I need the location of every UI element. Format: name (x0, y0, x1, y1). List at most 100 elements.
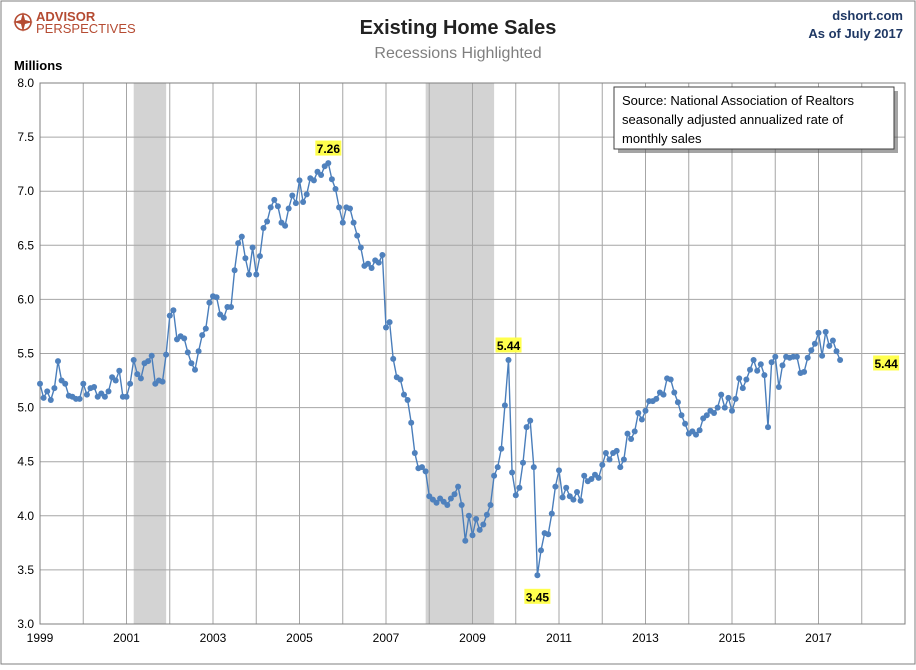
logo-line2: PERSPECTIVES (36, 21, 136, 36)
data-point (166, 312, 173, 319)
y-tick-label: 6.5 (17, 238, 34, 252)
data-point (249, 244, 256, 251)
data-point (494, 464, 501, 471)
source-note-box (613, 86, 895, 150)
data-point (473, 516, 480, 522)
y-tick-label: 7.0 (17, 184, 34, 198)
data-point (501, 402, 508, 409)
data-point (581, 472, 588, 479)
data-point (465, 512, 472, 519)
compass-star-icon (13, 12, 33, 32)
data-point (750, 357, 757, 363)
source-line-1: Source: National Association of Realtors (622, 93, 854, 108)
data-point (408, 419, 415, 426)
data-point (112, 377, 119, 384)
data-point (55, 358, 61, 365)
data-point (444, 502, 451, 508)
data-point (37, 380, 43, 387)
y-tick-label: 7.5 (17, 130, 34, 144)
data-point (516, 484, 523, 491)
data-point (40, 394, 47, 401)
data-point (599, 461, 606, 468)
callout-bg (495, 337, 522, 353)
data-point (80, 380, 87, 387)
data-point (195, 348, 202, 355)
data-point (202, 325, 209, 332)
data-point (559, 494, 566, 501)
data-point (534, 572, 541, 579)
data-point (242, 255, 249, 262)
x-tick-label: 1999 (27, 631, 54, 645)
data-point (76, 395, 83, 402)
data-point (127, 380, 134, 387)
data-point (476, 526, 483, 533)
data-point (246, 271, 252, 278)
data-point (739, 385, 746, 392)
data-point (462, 537, 469, 544)
data-point (563, 484, 570, 491)
data-point (325, 160, 332, 167)
data-point (732, 395, 739, 402)
data-point (602, 450, 609, 456)
data-point (83, 391, 90, 398)
data-point (819, 352, 826, 359)
data-point (574, 489, 580, 495)
data-point (815, 329, 822, 336)
data-point (620, 456, 627, 463)
data-point (757, 361, 764, 368)
data-point (754, 367, 761, 374)
data-point (527, 417, 534, 424)
y-tick-label: 3.0 (17, 617, 34, 631)
data-point (743, 376, 750, 383)
data-point (386, 319, 393, 326)
data-point (483, 511, 490, 518)
data-point (595, 474, 602, 481)
y-tick-label: 4.0 (17, 509, 34, 523)
y-tick-label: 8.0 (17, 76, 34, 90)
x-tick-label: 2011 (546, 631, 572, 645)
data-point (653, 395, 660, 402)
data-point (826, 342, 833, 349)
callout-bg (524, 588, 551, 604)
data-point (451, 491, 458, 498)
source-note: Source: National Association of Realtors… (613, 86, 898, 153)
data-point (693, 431, 699, 438)
data-point (458, 502, 465, 508)
data-point (318, 172, 325, 178)
plot-area-border (39, 82, 906, 625)
data-point (274, 203, 281, 210)
data-point (256, 253, 263, 260)
y-tick-label: 3.5 (17, 563, 34, 577)
data-point (674, 399, 681, 406)
callout-label: 5.44 (874, 357, 898, 371)
data-point (235, 240, 242, 247)
data-point (116, 367, 123, 374)
data-point (433, 499, 440, 506)
data-point (671, 389, 678, 396)
data-point (411, 450, 418, 456)
data-point (206, 299, 213, 306)
chart-subtitle: Recessions Highlighted (374, 45, 541, 62)
data-point (447, 495, 454, 502)
data-point (368, 265, 375, 271)
logo-line1: ADVISOR (36, 9, 96, 24)
gridlines (40, 82, 905, 625)
data-point (264, 218, 271, 225)
data-point (192, 366, 198, 373)
as-of-date: As of July 2017 (808, 26, 903, 41)
data-point (260, 225, 267, 231)
data-point (105, 388, 112, 395)
y-tick-label: 4.5 (17, 455, 34, 469)
series-existing-home-sales (37, 160, 844, 579)
data-point (775, 384, 782, 390)
data-point (271, 196, 278, 203)
data-point (660, 391, 667, 398)
brand-logo: ADVISOR PERSPECTIVES (13, 9, 136, 36)
data-point (811, 340, 818, 347)
data-point (91, 384, 98, 390)
x-tick-label: 2015 (719, 631, 746, 645)
data-point (375, 259, 382, 266)
data-point (772, 353, 779, 360)
data-point (188, 360, 195, 367)
